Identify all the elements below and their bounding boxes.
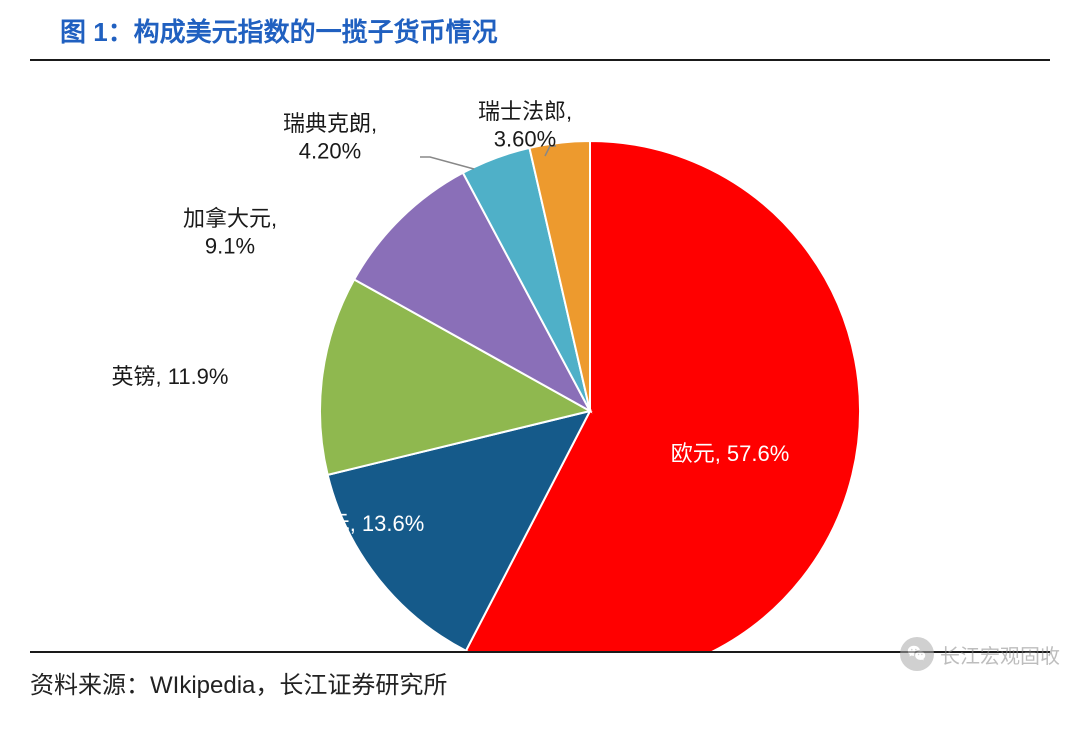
pie-chart: 欧元, 57.6% 日元, 13.6% 英镑, 11.9% 加拿大元,9.1%瑞典克朗…	[0, 61, 1080, 651]
leader-line	[420, 157, 474, 169]
slice-label: 日元, 13.6%	[306, 511, 425, 536]
wechat-icon	[900, 637, 934, 671]
slice-label: 英镑, 11.9%	[112, 364, 229, 389]
slice-label: 加拿大元,9.1%	[183, 206, 277, 259]
watermark-text: 长江宏观固收	[940, 640, 1060, 669]
chart-area: 欧元, 57.6% 日元, 13.6% 英镑, 11.9% 加拿大元,9.1%瑞典克朗…	[0, 61, 1080, 651]
watermark: 长江宏观固收	[900, 637, 1060, 671]
source-attribution: 资料来源：WIkipedia，长江证券研究所	[30, 651, 1050, 700]
slice-label: 欧元, 57.6%	[671, 441, 790, 466]
slice-label: 瑞典克朗,4.20%	[283, 111, 377, 164]
chart-title: 图 1：构成美元指数的一揽子货币情况	[60, 12, 1020, 49]
